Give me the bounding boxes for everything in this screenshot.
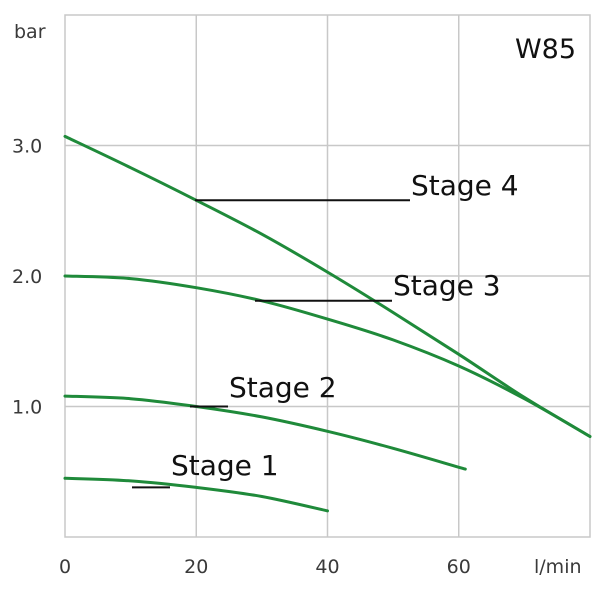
tick-labels: 0 20 40 60 1.0 2.0 3.0 — [12, 136, 471, 579]
series-label-stage-1: Stage 1 — [171, 449, 279, 482]
x-tick-label: 60 — [447, 556, 471, 578]
series-lines — [63, 134, 592, 513]
series-label-stage-2: Stage 2 — [229, 371, 337, 404]
x-axis-label: l/min — [534, 556, 582, 578]
series-line-stage-4 — [63, 134, 592, 438]
chart-title: W85 — [515, 34, 576, 65]
x-tick-label: 0 — [59, 556, 71, 578]
series-line-stage-2 — [63, 394, 467, 471]
series-line-stage-3 — [63, 274, 592, 438]
y-tick-label: 1.0 — [12, 397, 42, 419]
y-tick-label: 3.0 — [12, 136, 42, 158]
series-line-stage-1 — [63, 476, 329, 513]
grid — [65, 15, 590, 537]
x-tick-label: 20 — [184, 556, 208, 578]
x-tick-label: 40 — [315, 556, 339, 578]
series-label-stage-3: Stage 3 — [393, 269, 501, 302]
series-labels: Stage 1 Stage 2 Stage 3 Stage 4 — [132, 169, 519, 489]
y-tick-label: 2.0 — [12, 266, 42, 288]
series-label-stage-4: Stage 4 — [411, 169, 519, 202]
y-axis-label: bar — [14, 21, 46, 43]
